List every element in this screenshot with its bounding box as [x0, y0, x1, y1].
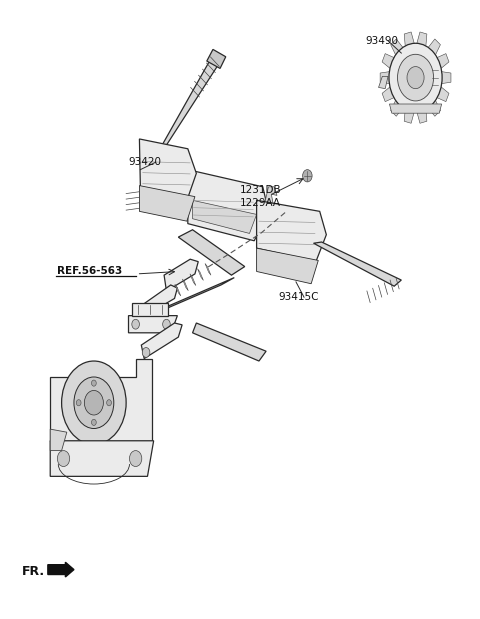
- Polygon shape: [188, 170, 268, 241]
- Polygon shape: [380, 72, 390, 84]
- Circle shape: [84, 391, 103, 415]
- Circle shape: [57, 451, 70, 467]
- Polygon shape: [263, 187, 277, 212]
- Polygon shape: [129, 316, 178, 333]
- Polygon shape: [132, 303, 168, 316]
- Polygon shape: [313, 242, 401, 286]
- Circle shape: [132, 319, 139, 329]
- Circle shape: [302, 170, 312, 182]
- Polygon shape: [182, 279, 188, 291]
- FancyArrow shape: [48, 562, 74, 577]
- Circle shape: [130, 451, 142, 467]
- Polygon shape: [382, 54, 395, 69]
- Polygon shape: [391, 100, 403, 116]
- Polygon shape: [143, 285, 178, 316]
- Polygon shape: [197, 269, 204, 280]
- Circle shape: [92, 419, 96, 425]
- Polygon shape: [382, 87, 395, 102]
- Circle shape: [397, 54, 433, 101]
- Polygon shape: [50, 441, 154, 477]
- Polygon shape: [141, 323, 182, 358]
- Polygon shape: [404, 109, 414, 123]
- Circle shape: [74, 377, 114, 428]
- Circle shape: [92, 380, 96, 386]
- Circle shape: [389, 43, 442, 112]
- Polygon shape: [417, 32, 427, 46]
- Polygon shape: [437, 87, 449, 102]
- Polygon shape: [389, 104, 442, 113]
- Polygon shape: [190, 274, 196, 285]
- Polygon shape: [139, 139, 196, 198]
- Text: 1231DB: 1231DB: [240, 185, 282, 195]
- Polygon shape: [139, 186, 195, 221]
- Text: REF.56-563: REF.56-563: [57, 266, 122, 276]
- Circle shape: [61, 361, 126, 444]
- Polygon shape: [379, 76, 388, 89]
- Polygon shape: [257, 201, 326, 262]
- Polygon shape: [404, 32, 414, 46]
- Polygon shape: [437, 54, 449, 69]
- Polygon shape: [179, 230, 245, 275]
- Circle shape: [407, 67, 424, 89]
- Circle shape: [163, 319, 170, 329]
- Polygon shape: [428, 39, 440, 56]
- Polygon shape: [159, 59, 219, 150]
- Text: 93490: 93490: [366, 36, 399, 46]
- Polygon shape: [50, 429, 67, 451]
- Text: 93420: 93420: [129, 157, 161, 167]
- Polygon shape: [428, 100, 440, 116]
- Circle shape: [142, 347, 150, 357]
- Polygon shape: [417, 109, 427, 123]
- Text: 1229AA: 1229AA: [240, 198, 281, 209]
- Circle shape: [76, 400, 81, 406]
- Polygon shape: [257, 248, 318, 284]
- Polygon shape: [207, 50, 226, 69]
- Polygon shape: [205, 264, 211, 275]
- Text: FR.: FR.: [22, 565, 45, 578]
- Polygon shape: [175, 284, 181, 296]
- Polygon shape: [50, 358, 152, 441]
- Circle shape: [107, 400, 111, 406]
- Polygon shape: [150, 277, 234, 316]
- Polygon shape: [391, 39, 403, 56]
- Polygon shape: [192, 323, 266, 361]
- Polygon shape: [164, 259, 198, 291]
- Text: 93415C: 93415C: [278, 292, 318, 302]
- Polygon shape: [441, 72, 451, 84]
- Polygon shape: [192, 201, 257, 233]
